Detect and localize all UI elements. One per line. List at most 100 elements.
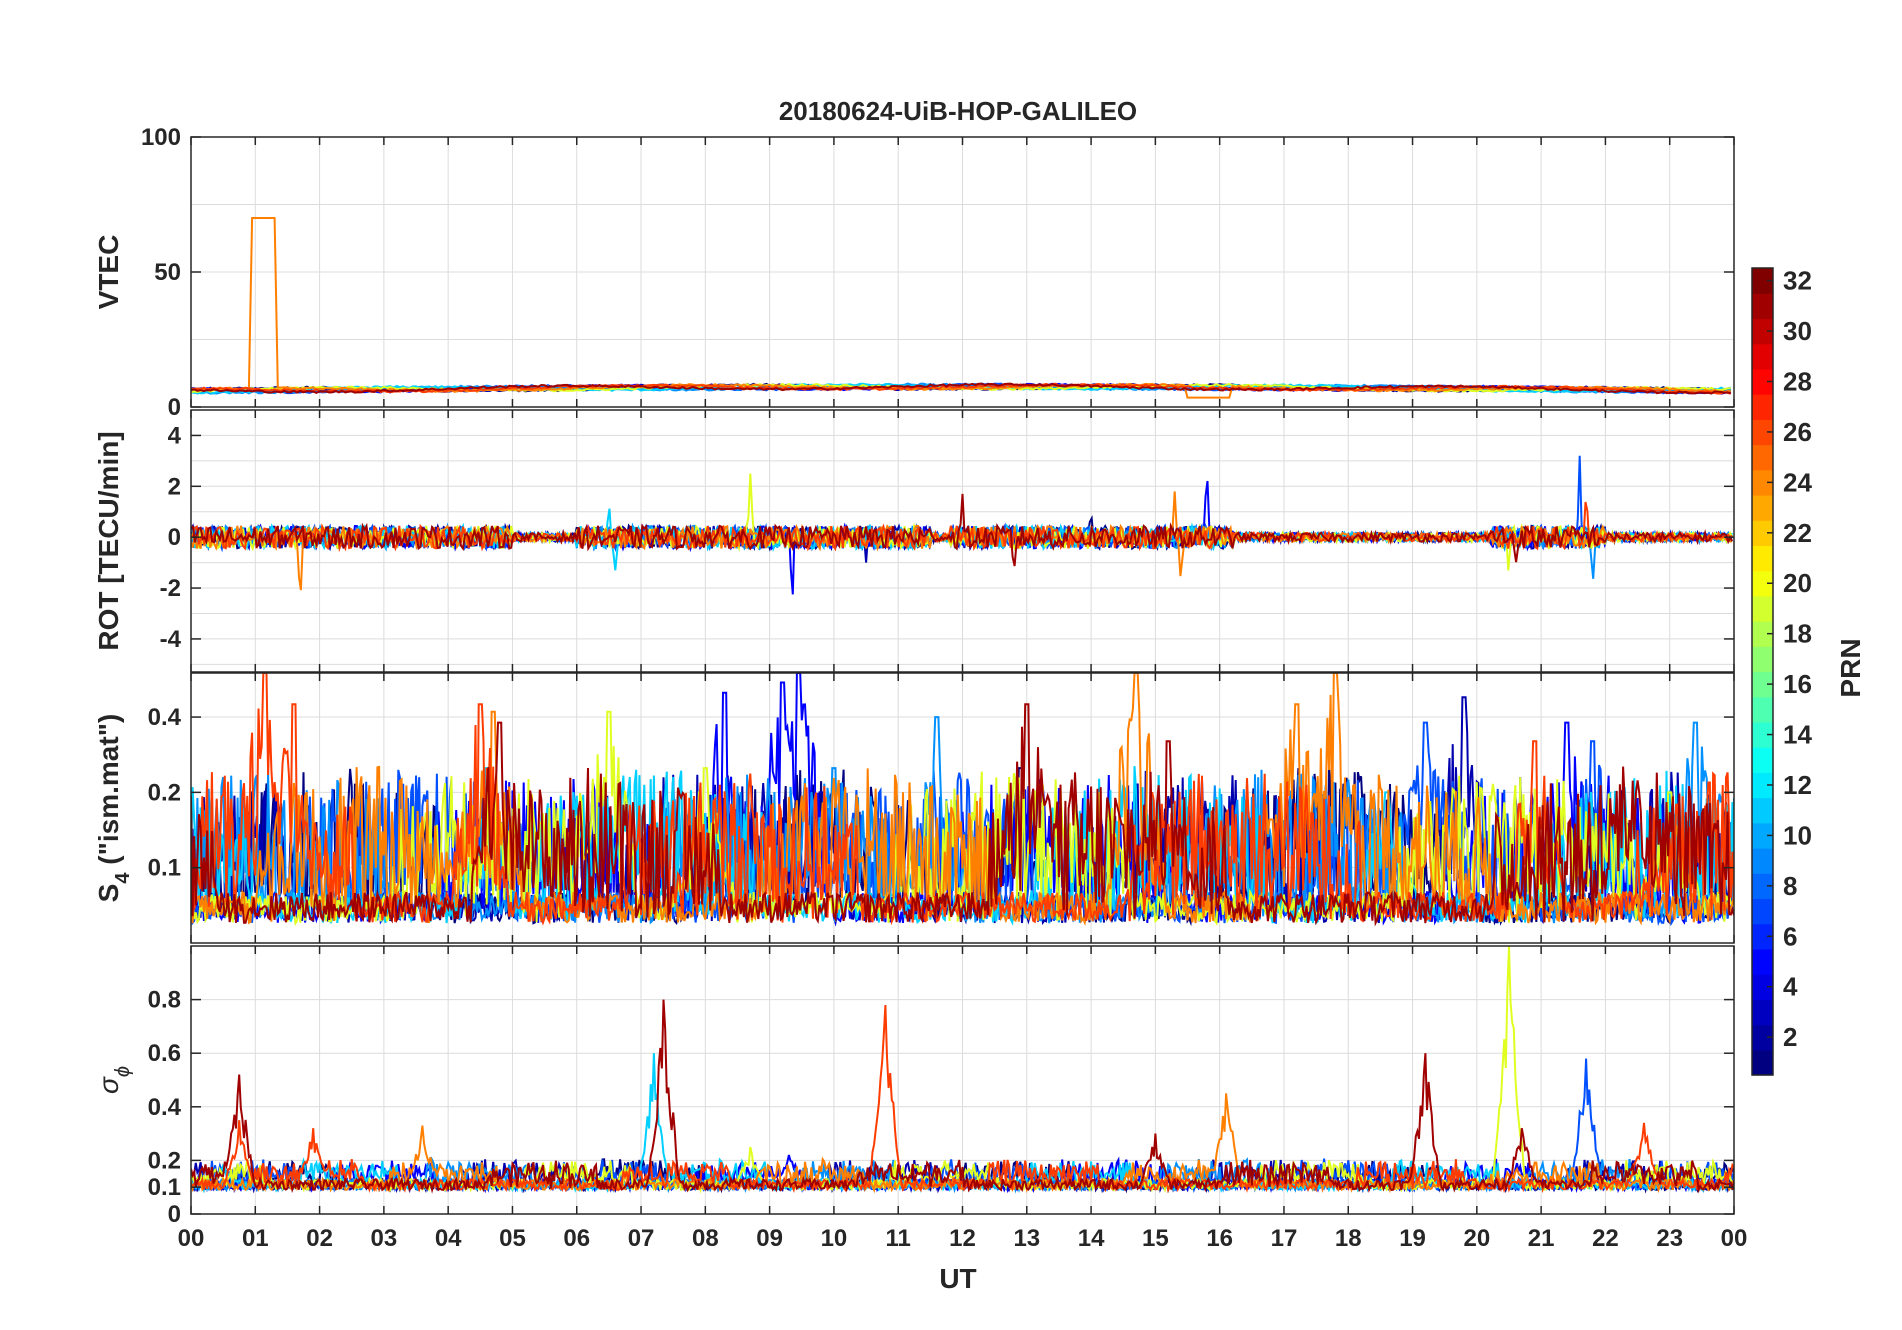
rot-ytick-label: 4 [168,422,182,449]
colorbar-segment [1752,696,1773,723]
colorbar-label: PRN [1835,638,1866,697]
s4-panel: 0.1 0.2 0.4 S4 ("ism.mat") [93,672,1735,944]
colorbar-segment [1752,595,1773,622]
x-tick-label: 04 [435,1225,462,1252]
colorbar-segment [1752,520,1773,547]
colorbar-segment [1752,999,1773,1026]
sigma_phi-ytick-label: 0.8 [148,987,181,1014]
s4-series-prn-31 [191,703,1734,927]
sigma_phi-ytick-label: 0 [168,1201,181,1228]
colorbar-tick-label: 28 [1783,366,1812,396]
rot-series-prn-31 [191,493,1733,567]
colorbar-segment [1752,570,1773,597]
colorbar-segment [1752,848,1773,874]
sigma_phi-ytick-label: 0.2 [148,1147,181,1174]
colorbar-tick-label: 32 [1783,266,1812,296]
x-tick-label: 03 [371,1225,398,1252]
vtec-series-prn-23 [191,217,1731,399]
x-tick-label: 07 [628,1225,655,1252]
colorbar-segment [1752,671,1773,698]
sigma_phi-ylabel: σϕ [93,1066,134,1094]
sigma_phi-ytick-label: 0.4 [148,1094,182,1121]
x-tick-label: 23 [1656,1225,1683,1252]
vtec-panel: 0 50 100 VTEC [93,124,1735,421]
colorbar-segment [1752,1024,1773,1051]
x-tick-label: 02 [306,1225,333,1252]
colorbar-segment [1752,343,1773,370]
colorbar-segment [1752,621,1773,647]
s4-series-prn-25 [191,673,1734,926]
colorbar-tick-label: 8 [1783,871,1797,901]
colorbar-tick-label: 24 [1783,467,1812,497]
x-tick-label: 09 [756,1225,783,1252]
x-tick-label: 11 [886,1225,911,1252]
colorbar-tick-label: 20 [1783,568,1812,598]
x-tick-label: 06 [563,1225,590,1252]
rot-ytick-label: 2 [168,473,181,500]
colorbar-segment [1752,772,1773,799]
x-tick-label: 05 [499,1225,526,1252]
vtec-ylabel: VTEC [93,235,124,310]
x-tick-label: 00 [178,1225,205,1252]
colorbar-segment [1752,797,1773,824]
x-tick-label: 20 [1463,1225,1490,1252]
colorbar-segment [1752,948,1773,975]
colorbar-segment [1752,368,1773,395]
vtec-ytick-label: 100 [141,124,181,151]
colorbar-segment [1752,419,1773,446]
s4-series-prn-20 [191,710,1734,927]
rot-ytick-label: -4 [160,626,182,653]
x-axis-ticks: 00 01 02 03 04 05 06 07 08 09 10 11 12 13 14 15 16 17 18 19… [178,1225,1748,1252]
colorbar-segment [1752,822,1773,849]
rot-ytick-label: -2 [160,575,181,602]
colorbar-tick-label: 12 [1783,770,1812,800]
vtec-ytick-label: 50 [154,259,181,286]
x-tick-label: 17 [1271,1225,1298,1252]
x-tick-label: 14 [1078,1225,1105,1252]
x-tick-label: 08 [692,1225,719,1252]
sigma_phi-ytick-label: 0.6 [148,1040,181,1067]
colorbar-segment [1752,318,1773,345]
colorbar-frame [1751,267,1774,1076]
colorbar-segment [1752,646,1773,673]
colorbar-tick-label: 16 [1783,669,1812,699]
x-tick-label: 01 [242,1225,269,1252]
x-tick-label: 10 [821,1225,848,1252]
colorbar-tick-label: 26 [1783,417,1812,447]
x-tick-label: 21 [1528,1225,1555,1252]
colorbar-segment [1752,873,1773,900]
colorbar-tick-label: 2 [1783,1022,1797,1052]
x-tick-label: 13 [1013,1225,1040,1252]
colorbar-tick-label: 6 [1783,921,1797,951]
x-tick-label: 19 [1399,1225,1426,1252]
vtec-ytick-label: 0 [168,394,181,421]
colorbar-segment [1752,394,1773,420]
s4-ytick-label: 0.4 [148,704,182,731]
colorbar-segment [1752,747,1773,773]
s4-ytick-label: 0.1 [148,855,181,882]
x-tick-label: 00 [1721,1225,1748,1252]
colorbar-tick-label: 22 [1783,518,1812,548]
colorbar-segment [1752,469,1773,496]
colorbar-segment [1752,293,1773,320]
colorbar-segment [1752,898,1773,925]
sigma-phi-panel: 00.10.2 0.4 0.6 0.8 σϕ [93,945,1735,1228]
colorbar-segment [1752,494,1773,521]
rot-panel: -4 -2 0 2 4 ROT [TECU/min] [93,409,1735,673]
x-tick-label: 18 [1335,1225,1362,1252]
colorbar-segment [1752,444,1773,471]
x-tick-label: 16 [1206,1225,1233,1252]
rot-ytick-label: 0 [168,524,181,551]
colorbar-tick-label: 30 [1783,316,1812,346]
x-axis-label: UT [939,1263,976,1294]
s4-ylabel: S4 ("ism.mat") [93,714,134,903]
colorbar-tick-label: 18 [1783,619,1812,649]
sigma_phi-series-prn-31 [191,999,1734,1194]
colorbar-segment [1752,1049,1773,1076]
vtec-series-prn-31 [191,382,1732,395]
x-tick-label: 15 [1142,1225,1169,1252]
x-tick-label: 12 [949,1225,976,1252]
colorbar-tick-label: 10 [1783,820,1812,850]
x-tick-label: 22 [1592,1225,1619,1252]
